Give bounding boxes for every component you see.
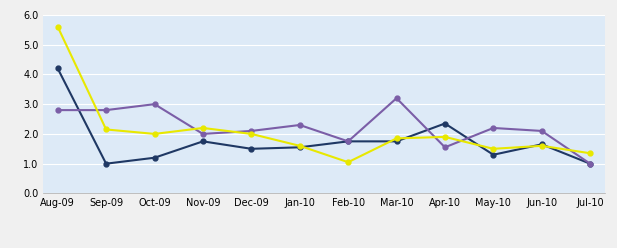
Silvereye <box>296 124 304 126</box>
Bellbird <box>344 140 352 143</box>
Bellbird <box>151 156 158 159</box>
Silvereye <box>199 132 207 135</box>
Warbler <box>102 128 110 131</box>
Warbler <box>247 132 255 135</box>
Silvereye <box>344 140 352 143</box>
Bellbird <box>490 153 497 156</box>
Line: Warbler: Warbler <box>56 24 592 165</box>
Warbler <box>344 161 352 164</box>
Warbler <box>441 135 449 138</box>
Warbler <box>54 25 62 28</box>
Bellbird <box>296 146 304 149</box>
Silvereye <box>151 103 158 106</box>
Bellbird <box>586 162 594 165</box>
Warbler <box>490 147 497 150</box>
Bellbird <box>441 122 449 125</box>
Silvereye <box>54 109 62 112</box>
Warbler <box>296 144 304 147</box>
Warbler <box>151 132 158 135</box>
Bellbird <box>54 67 62 70</box>
Bellbird <box>247 147 255 150</box>
Silvereye <box>586 162 594 165</box>
Silvereye <box>393 97 400 100</box>
Line: Bellbird: Bellbird <box>56 66 592 166</box>
Warbler <box>199 126 207 129</box>
Silvereye <box>490 126 497 129</box>
Warbler <box>393 137 400 140</box>
Warbler <box>538 144 545 147</box>
Line: Silvereye: Silvereye <box>56 96 592 166</box>
Bellbird <box>199 140 207 143</box>
Silvereye <box>247 129 255 132</box>
Silvereye <box>102 109 110 112</box>
Bellbird <box>538 143 545 146</box>
Silvereye <box>538 129 545 132</box>
Bellbird <box>102 162 110 165</box>
Silvereye <box>441 146 449 149</box>
Warbler <box>586 152 594 155</box>
Bellbird <box>393 140 400 143</box>
